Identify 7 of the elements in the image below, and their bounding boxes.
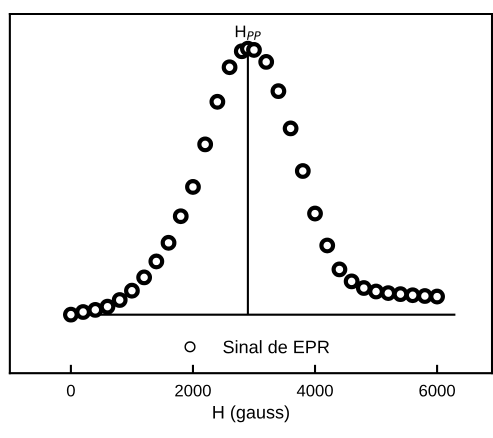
x-axis-title: H (gauss) [213,405,289,422]
x-tick-label: 6000 [419,384,455,397]
ref-line-label: H$_{PP}$ [236,26,261,40]
x-tick-label: 2000 [175,384,211,397]
x-tick-label: 4000 [296,384,333,397]
x-tick-label: 0 [66,384,75,397]
legend-label: Sinal de EPR [223,340,330,354]
